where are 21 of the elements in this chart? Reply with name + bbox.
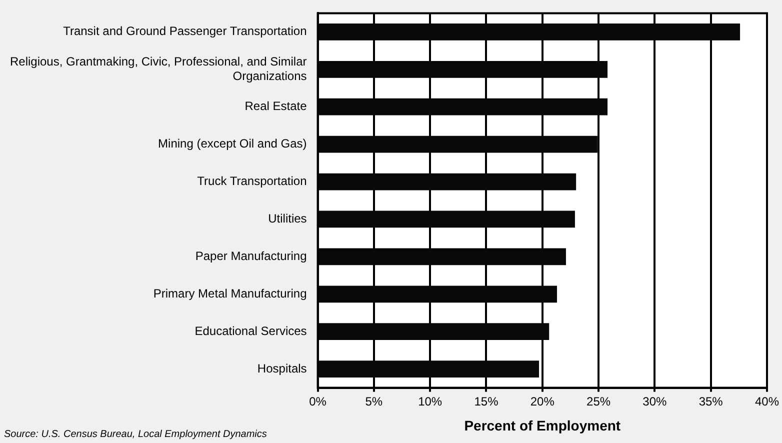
- y-tick-label: Religious, Grantmaking, Civic, Professional, and Similar Organizations: [10, 54, 307, 83]
- y-tick-label: Utilities: [268, 212, 307, 226]
- x-tick-label: 35%: [698, 394, 724, 408]
- source-note: Source: U.S. Census Bureau, Local Employment Dynamics: [4, 428, 267, 440]
- y-tick-label: Paper Manufacturing: [195, 249, 307, 264]
- x-tick-label: 20%: [530, 394, 555, 408]
- x-tick-label: 40%: [754, 394, 780, 408]
- y-tick-label: Mining (except Oil and Gas): [158, 136, 307, 151]
- y-tick-label: Truck Transportation: [197, 174, 307, 188]
- y-tick-label: Transit and Ground Passenger Transportation: [63, 24, 307, 38]
- y-tick-label: Real Estate: [244, 99, 308, 114]
- y-tick-label: Primary Metal Manufacturing: [153, 286, 307, 300]
- x-tick-label: 0%: [309, 394, 327, 408]
- x-tick-label: 15%: [474, 394, 499, 408]
- x-tick-label: 10%: [418, 394, 442, 408]
- y-tick-label: Hospitals: [257, 361, 307, 376]
- x-tick-label: 30%: [642, 394, 668, 408]
- x-axis-title: Percent of Employment: [464, 417, 621, 434]
- y-tick-label: Educational Services: [194, 324, 307, 338]
- x-tick-label: 25%: [586, 394, 611, 408]
- x-tick-label: 5%: [365, 394, 383, 408]
